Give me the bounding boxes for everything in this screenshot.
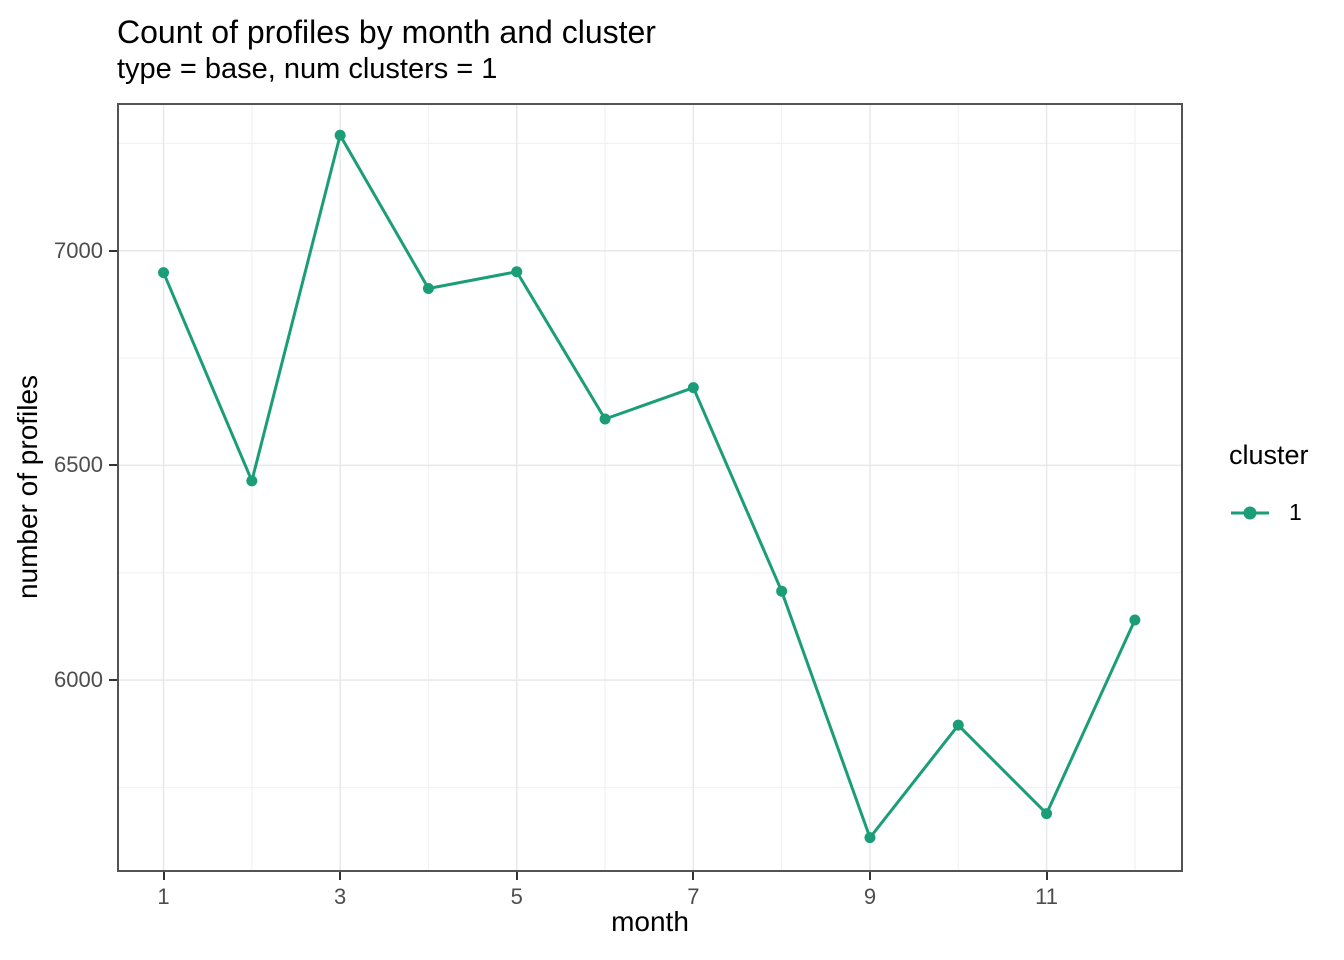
data-point-month-8 [776, 585, 788, 597]
series-points-cluster-1 [158, 129, 1141, 844]
x-tick-mark [869, 872, 871, 880]
data-point-month-12 [1129, 614, 1141, 626]
legend-item-cluster-1: 1 [1229, 499, 1309, 526]
x-tick-mark [339, 872, 342, 880]
grid-major [117, 103, 1183, 872]
legend-items: 1 [1229, 499, 1309, 526]
y-axis-title: number of profiles [12, 374, 43, 600]
legend-label: 1 [1289, 499, 1302, 525]
x-tick-mark [692, 872, 695, 880]
plot-panel [117, 103, 1183, 872]
data-point-month-5 [511, 266, 523, 278]
data-point-month-6 [599, 413, 611, 425]
grid-minor [117, 103, 1183, 872]
legend-title: cluster [1229, 440, 1309, 470]
y-tick-label: 6500 [54, 452, 103, 478]
data-point-month-4 [422, 282, 434, 294]
x-tick-mark [515, 872, 518, 880]
y-tick-mark [109, 464, 117, 467]
x-tick-label: 9 [863, 884, 877, 909]
data-point-month-2 [246, 475, 258, 487]
x-tick-label: 7 [687, 884, 700, 909]
data-point-month-11 [1041, 808, 1053, 820]
x-tick-label: 11 [1035, 884, 1059, 909]
panel-border [117, 103, 1183, 872]
data-point-month-9 [864, 832, 876, 844]
x-tick-mark [1045, 872, 1048, 880]
x-tick-label: 1 [157, 884, 170, 909]
data-point-month-7 [687, 382, 699, 394]
x-tick-label: 3 [333, 884, 347, 909]
x-tick-mark [162, 872, 165, 880]
data-point-month-3 [334, 129, 346, 141]
y-tick-label: 7000 [54, 237, 103, 263]
legend-key-icon [1231, 506, 1269, 519]
y-tick-label: 6000 [54, 667, 103, 693]
y-tick-mark [109, 679, 117, 682]
plot-area [117, 103, 1183, 872]
legend: cluster 1 [1229, 440, 1309, 526]
series-line-cluster-1 [162, 133, 1137, 840]
x-tick-label: 5 [510, 884, 523, 909]
chart-title: Count of profiles by month and cluster [117, 14, 656, 50]
data-point-month-10 [952, 719, 964, 731]
y-tick-mark [109, 249, 117, 252]
chart-subtitle: type = base, num clusters = 1 [117, 53, 498, 85]
data-point-month-1 [158, 267, 170, 279]
x-axis-title: month [611, 906, 689, 937]
